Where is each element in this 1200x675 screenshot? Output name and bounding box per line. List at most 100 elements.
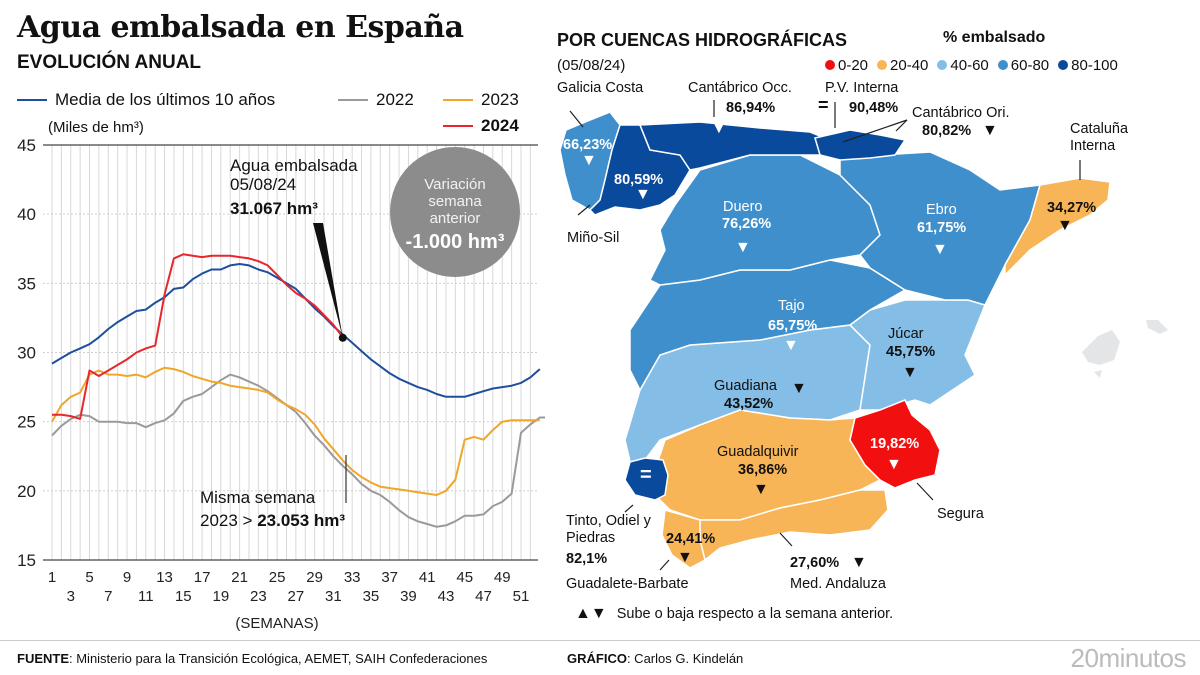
x-tick-label: 27: [288, 588, 305, 605]
basin-label-jucar: Júcar: [888, 326, 924, 342]
legend-dot-icon: [1058, 60, 1069, 70]
basin-value-mino-sil: 80,59%: [614, 172, 664, 188]
basin-label-pv-interna: P.V. Interna: [825, 80, 899, 96]
annotation-text: Agua embalsada: [230, 156, 358, 175]
graphic-text: : Carlos G. Kindelán: [626, 651, 744, 666]
basin-value-tinto-odiel-piedras: 82,1%: [566, 551, 608, 567]
map-title: POR CUENCAS HIDROGRÁFICAS: [557, 30, 848, 50]
basin-value-tajo: 65,75%: [768, 318, 818, 334]
basin-label-tinto-odiel-piedras: Tinto, Odiel y Piedras: [566, 513, 651, 546]
page-subtitle: EVOLUCIÓN ANUAL: [17, 52, 202, 73]
x-tick-label: 39: [400, 588, 417, 605]
y-tick-label: 45: [17, 136, 36, 155]
trend-down-icon: ▼: [932, 241, 948, 258]
x-tick-label: 37: [381, 569, 398, 586]
basin-label-tajo: Tajo: [778, 298, 805, 314]
legend-label: 2022: [376, 90, 414, 109]
x-tick-label: 29: [306, 569, 323, 586]
map-legend: 0-20 20-40 40-60 60-80 80-100: [825, 57, 1118, 74]
map-legend-label: 60-80: [1010, 57, 1050, 74]
x-tick-label: 23: [250, 588, 267, 605]
legend-item-media: Media de los últimos 10 años: [17, 90, 275, 110]
basin-label-galicia-costa: Galicia Costa: [557, 80, 644, 96]
basin-value-guadiana: 43,52%: [724, 396, 774, 412]
series-line-2024: [52, 253, 344, 420]
basin-value-segura: 19,82%: [870, 436, 920, 452]
basin-value-ebro: 61,75%: [917, 220, 967, 236]
map-legend-label: 80-100: [1071, 57, 1118, 74]
annotation-text: 2023 > 23.053 hm³: [200, 511, 345, 530]
x-tick-label: 43: [438, 588, 455, 605]
map-legend-title: % embalsado: [943, 29, 1046, 46]
legend-swatch: [17, 99, 47, 101]
x-tick-label: 19: [212, 588, 229, 605]
annotation-text: Misma semana: [200, 488, 316, 507]
variation-badge-label: anterior: [430, 210, 481, 227]
basin-label-ebro: Ebro: [926, 202, 957, 218]
x-tick-label: 21: [231, 569, 248, 586]
x-tick-label: 11: [138, 588, 154, 605]
trend-legend: ▲▼ Sube o baja respecto a la semana ante…: [575, 605, 893, 623]
basin-label-guadiana: Guadiana: [714, 378, 777, 394]
graphic-label: GRÁFICO: [567, 651, 627, 666]
chart-grid: [43, 144, 538, 561]
x-tick-label: 35: [363, 588, 380, 605]
x-tick-label: 41: [419, 569, 436, 586]
brand-logo[interactable]: 20minutos: [1070, 643, 1187, 673]
map-legend-label: 20-40: [890, 57, 929, 74]
basin-cantabrico-ori: [814, 129, 907, 161]
legend-label: Media de los últimos 10 años: [55, 90, 276, 109]
variation-badge: [390, 147, 520, 277]
map-legend-item: 40-60: [937, 57, 989, 74]
chart-series: [51, 253, 545, 528]
basin-label-cantabrico-ori: Cantábrico Ori.: [912, 105, 1010, 121]
page-title: Agua embalsada en España: [17, 10, 464, 45]
variation-badge-label: Variación: [424, 176, 485, 193]
series-line-2023: [51, 366, 540, 496]
legend-swatch: [443, 99, 473, 101]
leader-lines: [569, 100, 1081, 571]
trend-down-icon: ▼: [711, 120, 727, 137]
legend-dot-icon: [937, 60, 948, 70]
basin-label-duero: Duero: [723, 199, 763, 215]
basin-value-jucar: 45,75%: [886, 344, 936, 360]
x-axis-label: (SEMANAS): [235, 615, 318, 632]
legend-swatch: [443, 125, 473, 127]
basin-med-andaluza: [699, 489, 889, 562]
x-tick-label: 5: [85, 569, 93, 586]
annotation-text: 05/08/24: [230, 175, 296, 194]
legend-label: 2023: [481, 90, 519, 109]
y-tick-label: 35: [17, 274, 36, 293]
basin-label-guadalquivir: Guadalquivir: [717, 444, 799, 460]
basin-cantabrico-occ: [638, 121, 832, 171]
annotation-pointer: [313, 223, 343, 338]
balearic-islands: [1082, 320, 1168, 378]
legend-dot-icon: [997, 60, 1008, 70]
map-legend-label: 40-60: [950, 57, 989, 74]
variation-badge-label: semana: [428, 193, 482, 210]
basin-value-pv-interna: 90,48%: [849, 100, 899, 116]
legend-dot-icon: [825, 60, 835, 70]
basin-label-med-andaluza: Med. Andaluza: [790, 576, 886, 592]
basin-value-guadalete-barbate: 24,41%: [666, 531, 716, 547]
basin-label-segura: Segura: [937, 506, 984, 522]
series-line-2022: [51, 373, 545, 528]
trend-down-icon: ▼: [635, 186, 651, 203]
map-legend-item: 60-80: [997, 57, 1050, 74]
y-tick-label: 40: [17, 205, 36, 224]
variation-badge-value: -1.000 hm³: [406, 231, 505, 253]
x-tick-label: 17: [194, 569, 211, 586]
x-tick-label: 33: [344, 569, 361, 586]
map-legend-item: 0-20: [825, 57, 868, 74]
map-date: (05/08/24): [557, 57, 626, 74]
basin-value-med-andaluza: 27,60%: [790, 555, 840, 571]
source-credit: FUENTE: Ministerio para la Transición Ec…: [17, 651, 487, 666]
y-axis-units: (Miles de hm³): [48, 119, 144, 136]
legend-swatch: [338, 99, 368, 101]
trend-legend-note: Sube o baja respecto a la semana anterio…: [616, 606, 894, 622]
trend-up-down-icon: ▲▼: [575, 605, 607, 622]
legend-dot-icon: [877, 60, 888, 70]
trend-down-icon: ▼: [902, 364, 918, 381]
trend-down-icon: ▼: [791, 380, 807, 397]
